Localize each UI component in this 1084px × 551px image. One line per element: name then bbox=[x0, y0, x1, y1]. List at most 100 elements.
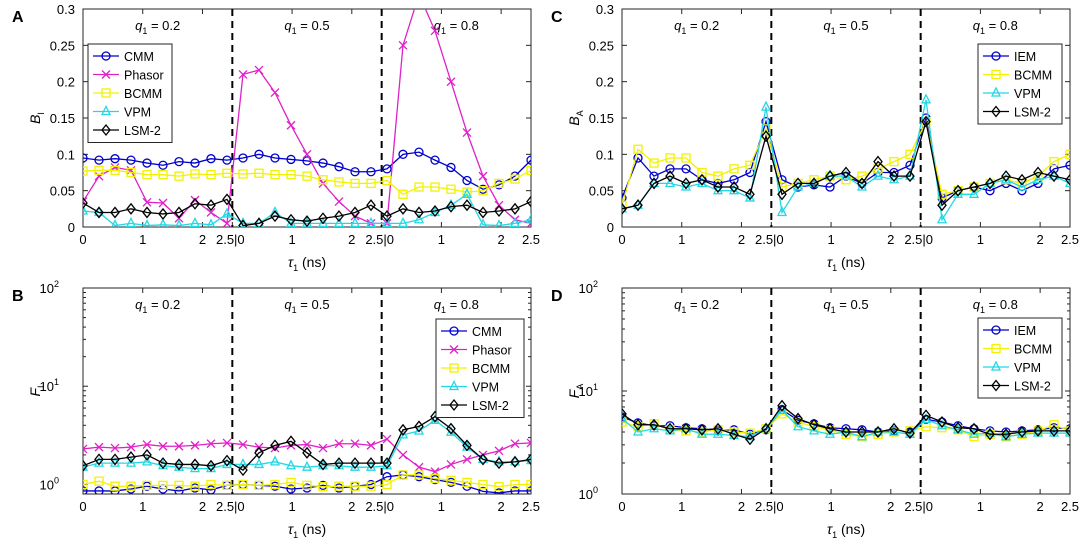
x-tick-label: 2.5 bbox=[1061, 232, 1079, 247]
data-point-BCMM bbox=[270, 479, 280, 490]
legend-marker-LSM-2 bbox=[991, 379, 1001, 392]
legend-label-LSM-2: LSM-2 bbox=[1014, 106, 1051, 120]
legend-label-LSM-2: LSM-2 bbox=[1014, 380, 1051, 394]
data-point-VPM bbox=[792, 420, 804, 431]
data-point-CMM bbox=[174, 486, 184, 494]
data-point-BCMM bbox=[318, 175, 328, 185]
data-point-LSM-2 bbox=[1017, 425, 1027, 439]
legend: CMM Phasor BCMM VPM LSM-2 bbox=[87, 43, 173, 143]
data-point-LSM-2 bbox=[526, 195, 531, 208]
segment-label: q1 = 0.5 bbox=[284, 297, 329, 315]
data-point-LSM-2 bbox=[825, 170, 835, 183]
data-point-Phasor bbox=[510, 439, 520, 449]
legend: IEM BCMM VPM LSM-2 bbox=[977, 43, 1063, 125]
data-point-VPM bbox=[509, 216, 521, 227]
data-point-LSM-2 bbox=[206, 459, 216, 472]
data-point-LSM-2 bbox=[350, 206, 360, 219]
data-point-Phasor bbox=[238, 69, 248, 79]
data-point-LSM-2 bbox=[254, 217, 264, 227]
legend-marker-VPM bbox=[100, 105, 112, 116]
data-point-LSM-2 bbox=[462, 199, 472, 212]
data-point-IEM bbox=[905, 160, 915, 170]
x-axis-label: τ1 (ns) bbox=[288, 254, 326, 273]
legend-label-BCMM: BCMM bbox=[1014, 69, 1052, 83]
data-point-Phasor bbox=[302, 440, 312, 450]
data-point-LSM-2 bbox=[350, 457, 360, 470]
series-line-BCMM bbox=[83, 474, 531, 488]
data-point-LSM-2 bbox=[94, 206, 104, 219]
series-line-LSM-2 bbox=[83, 198, 531, 227]
data-point-VPM bbox=[83, 204, 89, 215]
series-line-LSM-2 bbox=[622, 121, 1070, 210]
data-point-BCMM bbox=[190, 481, 200, 491]
data-point-IEM bbox=[857, 425, 867, 435]
data-point-LSM-2 bbox=[478, 453, 488, 466]
y-axis-label: FI bbox=[27, 385, 46, 396]
data-point-BCMM bbox=[478, 186, 488, 196]
x-tick-label: 2 bbox=[498, 499, 505, 514]
data-point-Phasor bbox=[430, 26, 440, 36]
x-tick-label: 2.5|0 bbox=[216, 232, 245, 247]
data-point-VPM bbox=[872, 169, 884, 180]
segment-label: q1 = 0.2 bbox=[674, 297, 719, 315]
legend-label-IEM: IEM bbox=[1014, 324, 1036, 338]
x-tick-label: 1 bbox=[827, 499, 834, 514]
data-point-LSM-2 bbox=[681, 422, 691, 435]
data-point-Phasor bbox=[158, 198, 168, 208]
data-point-LSM-2 bbox=[622, 407, 627, 420]
x-tick-label: 1 bbox=[827, 232, 834, 247]
x-tick-label: 1 bbox=[438, 499, 445, 514]
data-point-IEM bbox=[622, 193, 627, 203]
data-point-BCMM bbox=[94, 476, 104, 486]
data-point-Phasor bbox=[382, 434, 392, 444]
data-point-LSM-2 bbox=[510, 202, 520, 215]
chart-panel-D: 100 101 102 0 1 2 2.5|0 1 2 2.5|0 1 2 2.5 q1 = 0.2 q1 … bbox=[551, 279, 1079, 540]
data-point-BCMM bbox=[382, 175, 392, 186]
data-point-VPM bbox=[904, 169, 916, 180]
data-point-CMM bbox=[206, 485, 216, 494]
data-point-LSM-2 bbox=[665, 422, 675, 435]
data-point-LSM-2 bbox=[729, 428, 739, 441]
data-point-Phasor bbox=[222, 218, 232, 227]
data-point-BCMM bbox=[398, 470, 408, 480]
segment-label: q1 = 0.5 bbox=[284, 18, 329, 36]
data-point-VPM bbox=[525, 213, 531, 224]
data-point-LSM-2 bbox=[286, 435, 296, 448]
data-point-CMM bbox=[414, 147, 424, 157]
y-tick-label: 0.15 bbox=[50, 111, 75, 126]
data-point-LSM-2 bbox=[649, 177, 659, 190]
data-point-LSM-2 bbox=[302, 446, 312, 459]
data-point-LSM-2 bbox=[745, 188, 755, 201]
data-point-VPM bbox=[413, 213, 425, 224]
data-point-Phasor bbox=[94, 442, 104, 452]
x-tick-label: 1 bbox=[288, 232, 295, 247]
legend-label-VPM: VPM bbox=[1014, 361, 1041, 375]
data-point-Phasor bbox=[350, 439, 360, 449]
y-tick-label: 102 bbox=[40, 279, 59, 296]
data-point-VPM bbox=[253, 457, 265, 469]
data-point-LSM-2 bbox=[777, 188, 787, 201]
data-point-CMM bbox=[510, 486, 520, 494]
data-point-Phasor bbox=[254, 65, 264, 75]
data-point-LSM-2 bbox=[83, 459, 88, 472]
x-tick-label: 2 bbox=[1037, 499, 1044, 514]
data-point-BCMM bbox=[190, 169, 200, 179]
data-point-LSM-2 bbox=[1033, 424, 1043, 437]
data-point-Phasor bbox=[83, 444, 88, 454]
data-point-VPM bbox=[968, 187, 980, 198]
data-point-LSM-2 bbox=[366, 199, 376, 212]
data-point-CMM bbox=[94, 486, 104, 494]
data-point-LSM-2 bbox=[633, 199, 643, 212]
x-tick-label: 2 bbox=[738, 232, 745, 247]
data-point-BCMM bbox=[745, 160, 755, 170]
data-point-CMM bbox=[126, 155, 136, 165]
data-point-LSM-2 bbox=[318, 458, 328, 471]
data-point-CMM bbox=[174, 156, 184, 167]
legend-marker-VPM bbox=[448, 380, 460, 391]
x-tick-label: 2 bbox=[887, 232, 894, 247]
data-point-CMM bbox=[494, 488, 504, 494]
data-point-BCMM bbox=[206, 479, 216, 490]
panel-label: D bbox=[551, 288, 563, 305]
data-point-IEM bbox=[1065, 160, 1070, 170]
data-point-BCMM bbox=[526, 479, 531, 490]
